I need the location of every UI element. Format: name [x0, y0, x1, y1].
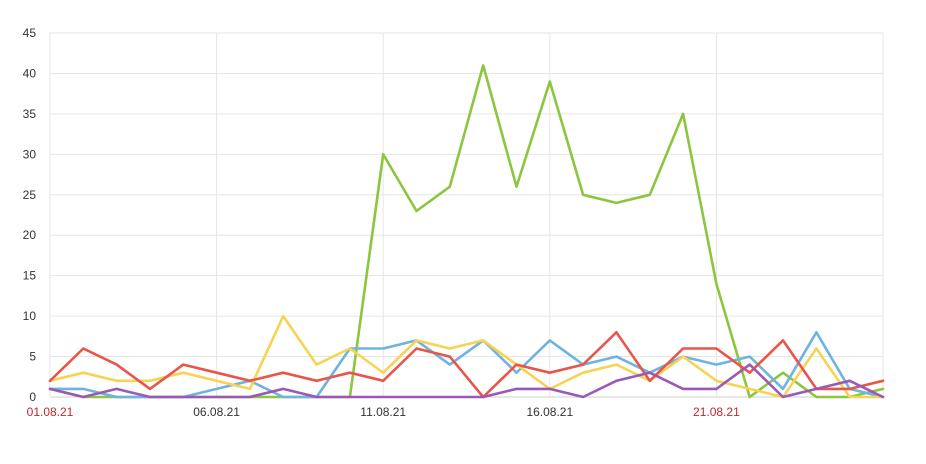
- x-tick-label: 16.08.21: [526, 405, 573, 419]
- series: [48, 64, 885, 399]
- y-tick-label: 40: [23, 66, 37, 80]
- y-axis-ticks: 0 5 10 15 20 25 30 35 40 45: [23, 26, 37, 404]
- x-tick-label: 01.08.21: [27, 405, 74, 419]
- grid: [49, 32, 884, 398]
- x-axis-ticks: 01.08.21 06.08.21 11.08.21 16.08.21 21.08.21: [27, 405, 740, 419]
- series-line-4: [48, 330, 885, 399]
- y-tick-label: 15: [23, 269, 37, 283]
- x-tick-label: 11.08.21: [360, 405, 406, 419]
- y-tick-label: 25: [23, 188, 37, 202]
- series-line-5: [48, 363, 885, 399]
- series-line-2: [48, 330, 885, 399]
- y-tick-label: 20: [23, 228, 37, 242]
- x-tick-label: 21.08.21: [693, 405, 740, 419]
- y-tick-label: 30: [23, 147, 37, 161]
- x-tick-label: 06.08.21: [193, 405, 240, 419]
- y-tick-label: 35: [23, 107, 37, 121]
- y-tick-label: 45: [23, 26, 37, 40]
- y-tick-label: 0: [29, 390, 36, 404]
- y-tick-label: 5: [29, 350, 36, 364]
- series-line-3: [48, 314, 885, 399]
- y-tick-label: 10: [23, 309, 37, 323]
- series-line-1: [48, 64, 885, 399]
